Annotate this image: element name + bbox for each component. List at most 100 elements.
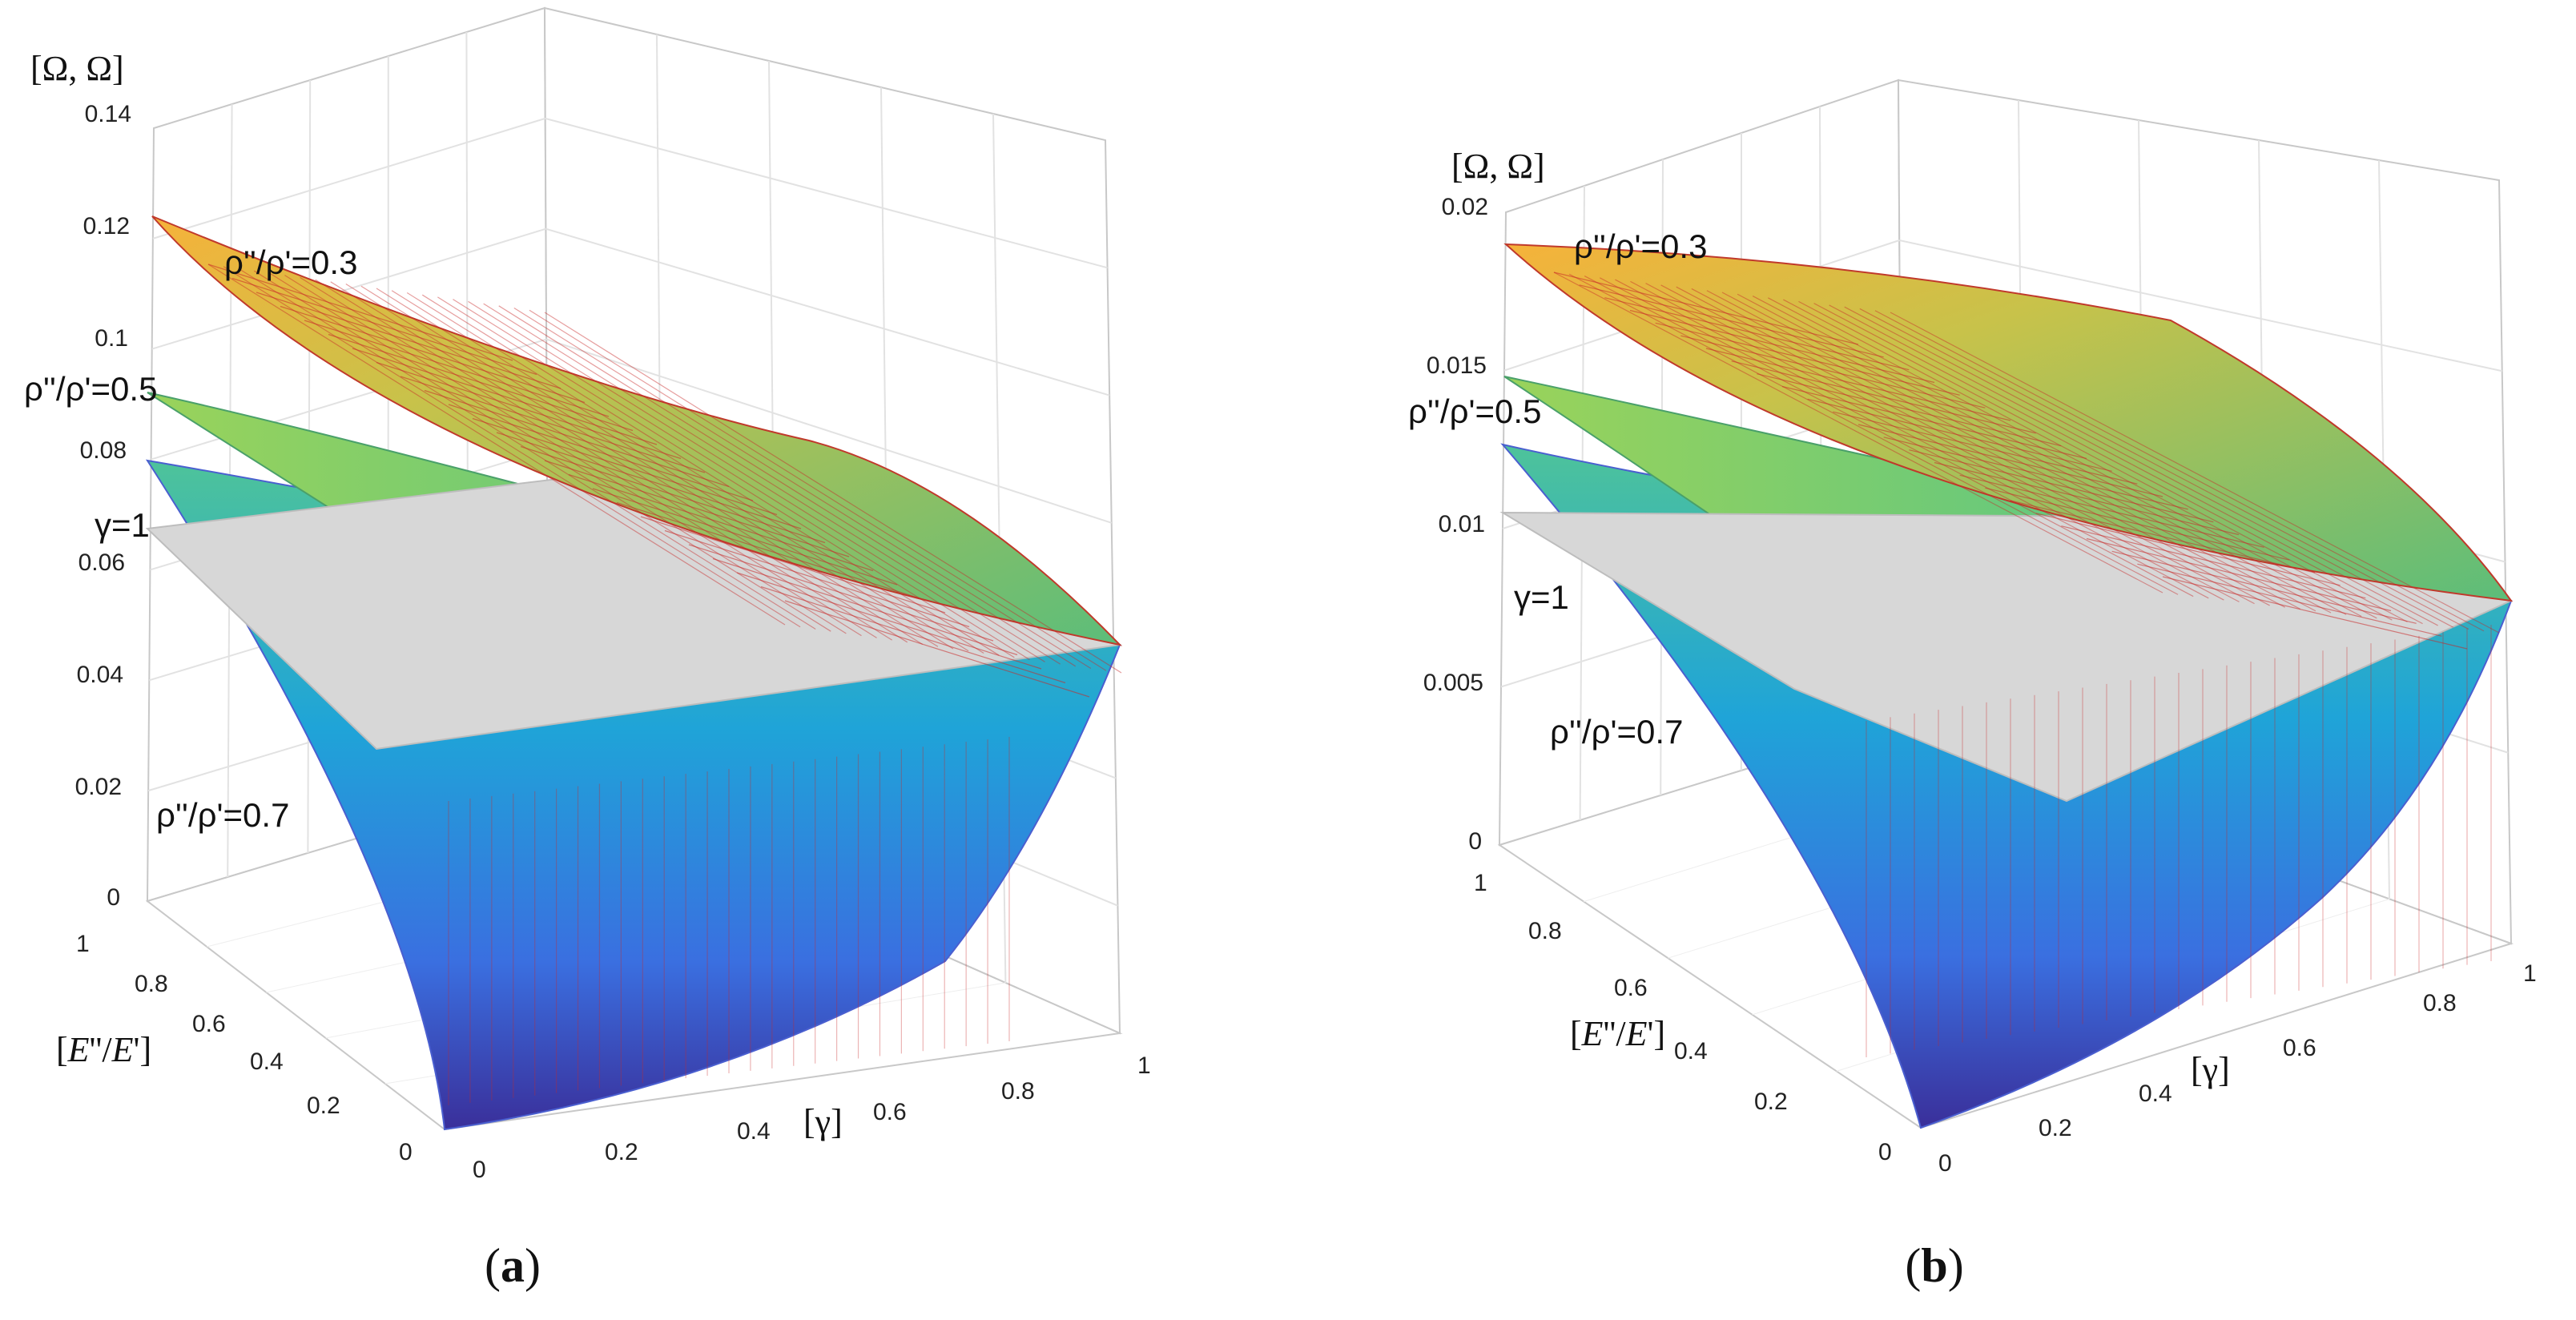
x-tick: 1 [1137, 1052, 1151, 1079]
z-ticks: 0 0.02 0.04 0.06 0.08 0.1 0.12 0.14 [75, 101, 131, 911]
mesh-line [640, 516, 946, 614]
y-tick: 0.4 [250, 1048, 284, 1075]
z-tick: 0.02 [75, 774, 122, 800]
mesh-line [284, 275, 862, 637]
mesh-line [1829, 304, 2438, 626]
mesh-line [1676, 286, 2286, 608]
mesh-line [1629, 309, 1935, 384]
mesh-line [1752, 296, 2362, 618]
y-tick: 0.6 [192, 1011, 226, 1037]
y-tick: 0.2 [1754, 1089, 1788, 1115]
gridline [545, 338, 1113, 524]
z-tick: 0.04 [77, 662, 123, 688]
mesh-line [269, 272, 847, 634]
annotation-rho-0.5: ρ''/ρ'=0.5 [1408, 392, 1541, 430]
annotation-rho-0.5: ρ''/ρ'=0.5 [24, 370, 157, 408]
z-axis-label: [Ω, Ω] [30, 49, 124, 88]
y-tick: 0.8 [135, 971, 168, 997]
mesh-line [345, 284, 924, 646]
mesh-line [1890, 312, 2500, 634]
mesh-line [1731, 360, 2036, 434]
x-tick: 0.2 [2039, 1115, 2072, 1141]
y-axis-label: [E''/E'] [56, 1030, 151, 1069]
y-tick: 0 [1878, 1139, 1892, 1165]
z-tick: 0 [1468, 828, 1482, 855]
mesh-line [360, 285, 939, 647]
mesh-line [253, 270, 831, 632]
mesh-line [453, 299, 1030, 661]
y-tick: 1 [1474, 870, 1487, 896]
annotation-rho-0.7: ρ''/ρ'=0.7 [1550, 713, 1683, 751]
mesh-line [223, 266, 801, 628]
x-tick: 0.6 [873, 1099, 907, 1125]
y-axis-label: [E''/E'] [1570, 1014, 1665, 1053]
mesh-line [544, 460, 850, 557]
z-tick: 0 [107, 884, 120, 911]
mesh-line [712, 557, 1018, 656]
z-tick: 0.01 [1439, 511, 1485, 537]
gridline [545, 227, 1110, 396]
mesh-line [406, 292, 984, 654]
annotation-rho-0.7: ρ''/ρ'=0.7 [156, 796, 289, 834]
x-tick: 0 [473, 1157, 486, 1183]
mesh-line [1781, 385, 2087, 460]
z-tick: 0.12 [83, 213, 130, 239]
mesh-line [1568, 273, 2179, 595]
gridline [151, 227, 546, 350]
mesh-line [1615, 279, 2224, 601]
z-tick: 0.005 [1423, 670, 1483, 696]
mesh-line [391, 290, 969, 652]
mesh-line [616, 501, 922, 600]
mesh-line [400, 376, 706, 473]
mesh-line [2061, 525, 2366, 599]
mesh-line [280, 305, 586, 404]
x-tick: 0.4 [737, 1118, 771, 1145]
mesh-line [1833, 411, 2138, 485]
mesh-line [1737, 293, 2347, 615]
panel-b: 0 0.005 0.01 0.015 0.02 1 0.8 0.6 0.4 0.… [1408, 78, 2537, 1292]
mesh-line [424, 389, 730, 488]
mesh-line [1858, 424, 2163, 497]
mesh-line [568, 473, 874, 572]
mesh-line [1691, 288, 2301, 610]
z-tick: 0.14 [85, 101, 131, 127]
mesh-line [1909, 449, 2214, 523]
panel-label-a: (a) [485, 1239, 541, 1292]
mesh-line [784, 600, 1090, 698]
mesh-line [315, 279, 892, 641]
x-axis-label: [γ] [2191, 1050, 2230, 1089]
mesh-line [330, 281, 908, 643]
y-tick: 0.6 [1614, 975, 1648, 1001]
mesh-line [496, 432, 802, 529]
y-tick: 1 [76, 931, 90, 957]
mesh-line [2086, 537, 2392, 612]
x-tick: 0.8 [2423, 990, 2457, 1016]
mesh-line [1874, 310, 2485, 632]
mesh-line [736, 572, 1042, 670]
panel-a: 0 0.02 0.04 0.06 0.08 0.1 0.12 0.14 1 0.… [24, 6, 1151, 1292]
y-tick: 0.4 [1674, 1038, 1708, 1064]
mesh-line [1553, 272, 2163, 594]
mesh-line [2010, 500, 2316, 573]
mesh-line [376, 288, 954, 650]
mesh-line [238, 268, 816, 630]
mesh-line [498, 305, 1077, 667]
mesh-line [664, 529, 970, 628]
mesh-line [2162, 576, 2468, 650]
mesh-line [1721, 292, 2332, 614]
mesh-line [483, 303, 1061, 665]
mesh-line [520, 445, 826, 544]
y-tick: 0.8 [1528, 918, 1562, 944]
mesh-line [592, 488, 898, 586]
mesh-line [207, 264, 786, 626]
mesh-line [1599, 277, 2209, 599]
mesh-line [231, 277, 537, 376]
mesh-line [1934, 461, 2240, 536]
mesh-line [1985, 487, 2290, 561]
mesh-line [304, 320, 610, 417]
mesh-line [1604, 297, 1910, 371]
mesh-line [421, 294, 1000, 656]
annotation-gamma-1: γ=1 [1514, 578, 1569, 616]
mesh-line [328, 333, 634, 432]
